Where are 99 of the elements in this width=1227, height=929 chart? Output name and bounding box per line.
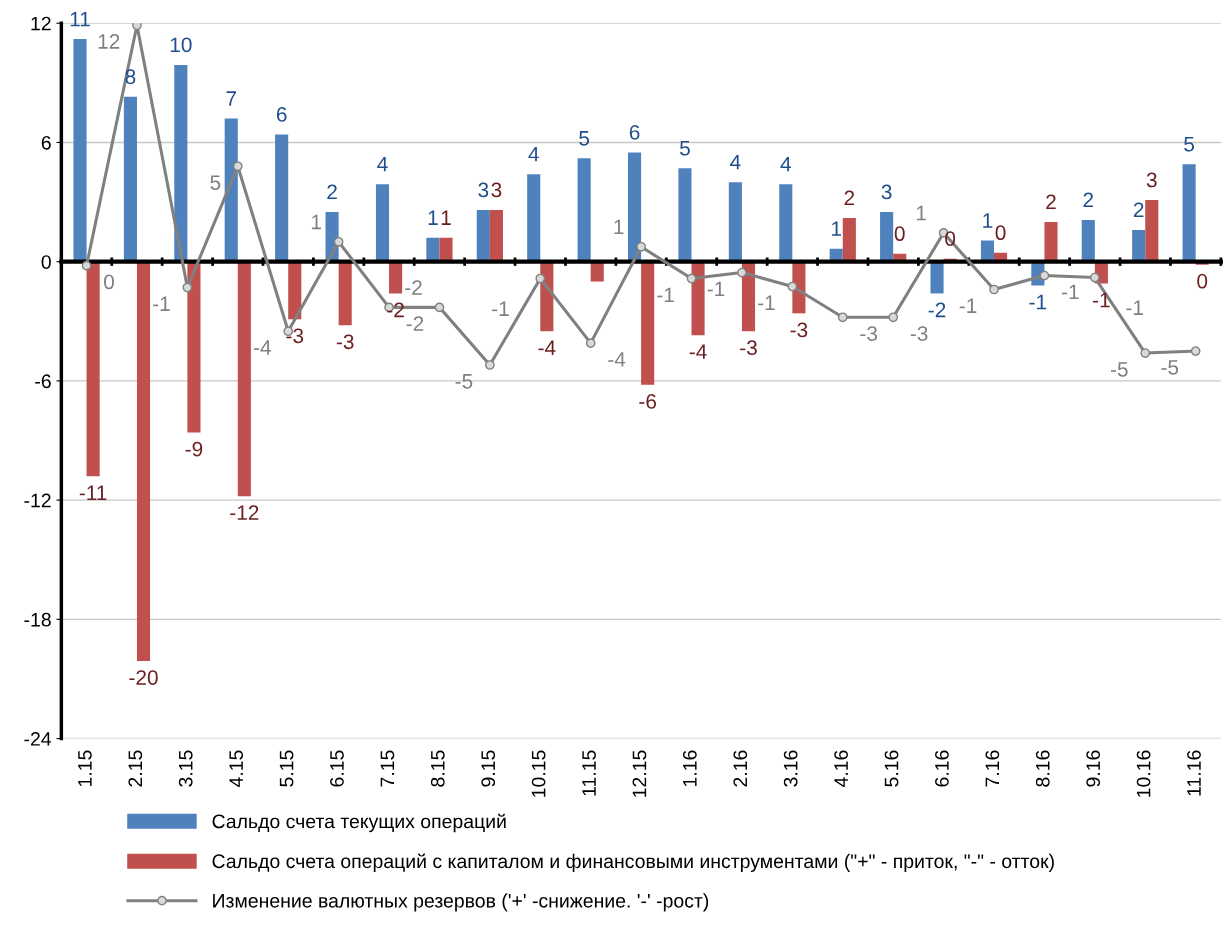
data-label: 11	[70, 11, 90, 27]
x-tick-label: 10.16	[1136, 750, 1151, 797]
x-tick-label: 3.16	[783, 750, 798, 787]
data-label: 12	[98, 34, 120, 49]
data-label: 1	[614, 219, 624, 235]
data-label: 4	[780, 156, 791, 172]
data-label: 1	[916, 205, 926, 221]
data-label: 3	[881, 184, 892, 200]
x-tick-label: 2.16	[733, 750, 748, 787]
data-label: -3	[790, 322, 808, 338]
y-tick-label: -24	[24, 732, 52, 746]
data-label: 2	[844, 190, 855, 206]
data-label: 6	[629, 124, 640, 140]
data-label: -4	[253, 340, 271, 355]
x-tick-label: 7.15	[380, 750, 395, 787]
legend-label: Сальдо счета операций с капиталом и финансовыми инструментами ("+" - приток, "-" - отток)	[212, 853, 1054, 872]
data-label: -1	[153, 296, 170, 311]
data-label: -5	[455, 374, 473, 389]
data-label: 0	[1197, 273, 1208, 289]
y-tick-label: -18	[24, 612, 51, 627]
x-tick-label: 6.15	[330, 750, 344, 787]
x-tick-label: 11.16	[1187, 750, 1201, 796]
data-label: -1	[1062, 284, 1079, 300]
legend-label: Изменение валютных резервов ('+' -снижение. '-' -рост)	[213, 893, 709, 912]
data-label: -2	[387, 302, 404, 318]
x-tick-label: 4.15	[229, 750, 244, 788]
data-label: -1	[1093, 292, 1110, 308]
data-label: 0	[894, 226, 905, 242]
data-label: -3	[740, 340, 757, 356]
data-label: -3	[910, 326, 928, 341]
data-label: 7	[226, 91, 236, 106]
data-label: 3	[491, 182, 502, 198]
data-label: -1	[758, 295, 775, 310]
data-label: -5	[1110, 362, 1128, 377]
data-label: 2	[1083, 192, 1094, 208]
data-label: 5	[210, 175, 221, 190]
data-label: 2	[1133, 202, 1144, 217]
x-tick-label: 10.15	[531, 750, 546, 797]
x-tick-label: 5.16	[884, 750, 899, 787]
data-label: -2	[406, 316, 424, 331]
data-label: -4	[538, 340, 556, 355]
data-label: -20	[129, 670, 158, 685]
data-label: 1	[832, 221, 841, 236]
data-label: -1	[1029, 294, 1047, 310]
data-label: 4	[377, 156, 388, 172]
x-tick-label: 1.15	[78, 750, 92, 787]
y-tick-label: -6	[35, 374, 51, 389]
data-label: -3	[860, 326, 878, 341]
data-label: 2	[1046, 194, 1056, 210]
data-label: -1	[657, 287, 674, 302]
y-tick-label: 0	[41, 255, 51, 269]
data-label: -12	[230, 505, 259, 520]
data-label: -11	[79, 485, 107, 500]
x-tick-label: 11.15	[582, 750, 596, 796]
data-label: 0	[104, 274, 114, 290]
data-label: 2	[327, 184, 337, 200]
data-label: -3	[336, 334, 354, 350]
x-tick-label: 12.15	[632, 750, 647, 797]
data-label: 4	[528, 147, 539, 162]
data-label: 1	[441, 210, 451, 225]
x-tick-label: 5.15	[279, 750, 294, 787]
data-label: -2	[928, 302, 946, 318]
x-tick-label: 1.16	[682, 750, 697, 787]
data-label: -4	[608, 352, 626, 367]
x-tick-label: 3.15	[178, 750, 193, 787]
x-tick-label: 7.16	[985, 750, 1000, 787]
data-label: 6	[276, 107, 287, 122]
data-label: 4	[730, 154, 741, 170]
data-label: -2	[405, 280, 422, 295]
x-tick-label: 6.16	[935, 750, 949, 787]
x-tick-label: 2.15	[128, 750, 143, 787]
x-tick-label: 8.16	[1035, 750, 1050, 787]
data-label: -1	[707, 281, 725, 297]
data-label: 10	[170, 37, 192, 53]
data-label: 5	[680, 141, 690, 156]
data-label: 5	[1184, 137, 1195, 152]
y-tick-label: -12	[24, 493, 51, 508]
data-label: 1	[311, 214, 321, 230]
data-label: -5	[1161, 360, 1179, 375]
data-label: -6	[639, 394, 657, 409]
data-label: -1	[959, 298, 977, 313]
data-label: -1	[1126, 300, 1143, 315]
x-tick-label: 9.16	[1086, 750, 1101, 787]
data-label: 3	[478, 182, 489, 198]
y-tick-label: 6	[41, 135, 51, 150]
data-label: 1	[428, 210, 438, 225]
y-tick-label: 12	[31, 16, 51, 31]
data-label: 0	[995, 225, 1006, 241]
data-label: 3	[1146, 172, 1157, 188]
data-label: -4	[689, 344, 707, 359]
data-label: -1	[492, 301, 509, 316]
data-label: -9	[185, 441, 203, 457]
x-tick-label: 8.15	[430, 750, 445, 787]
legend-label: Сальдо счета текущих операций	[212, 813, 506, 833]
x-tick-label: 9.15	[481, 750, 496, 787]
data-label: 5	[579, 131, 590, 146]
data-label: -3	[286, 328, 304, 344]
data-label: 1	[983, 213, 993, 228]
x-tick-label: 4.16	[834, 750, 848, 788]
